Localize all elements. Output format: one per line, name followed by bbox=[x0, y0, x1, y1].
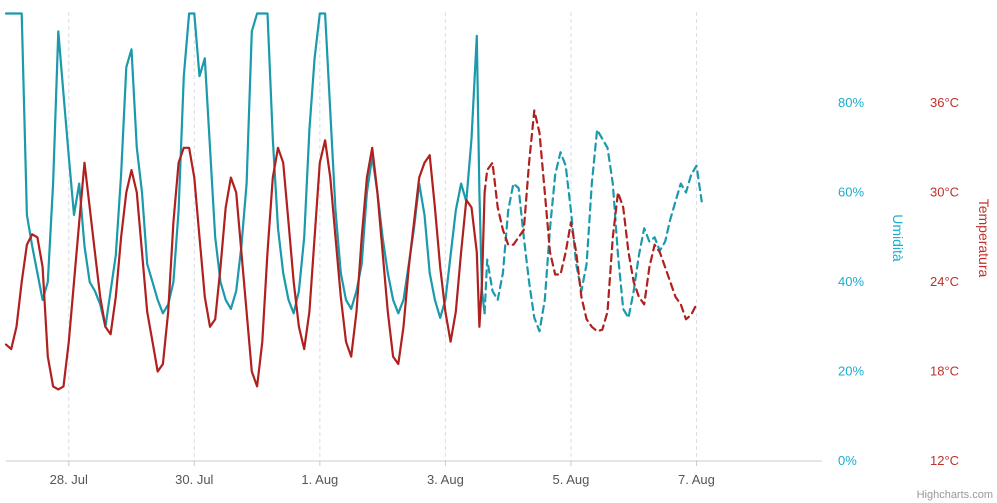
humidity-tick-label: 80% bbox=[838, 95, 864, 110]
x-tick-label: 1. Aug bbox=[301, 472, 338, 487]
credits-label[interactable]: Highcharts.com bbox=[917, 489, 993, 501]
x-tick-label: 28. Jul bbox=[50, 472, 88, 487]
humidity-series-solid-line[interactable] bbox=[4, 12, 486, 328]
humidity-tick-label: 40% bbox=[838, 274, 864, 289]
humidity-tick-label: 60% bbox=[838, 185, 864, 200]
humidity-tick-label: 0% bbox=[838, 453, 857, 468]
x-axis-ticks: 28. Jul 30. Jul 1. Aug 3. Aug 5. Aug 7. Aug bbox=[50, 461, 715, 487]
temperature-axis-title: Temperatura bbox=[976, 199, 992, 278]
x-gridlines bbox=[68, 12, 697, 461]
temperature-series-solid-line[interactable] bbox=[4, 139, 486, 391]
humidity-series-dash-line[interactable] bbox=[483, 128, 703, 333]
temperature-tick-label: 18°C bbox=[930, 364, 959, 379]
temperature-tick-label: 30°C bbox=[930, 185, 959, 200]
x-tick-label: 3. Aug bbox=[427, 472, 464, 487]
x-tick-label: 7. Aug bbox=[678, 472, 715, 487]
temperature-axis-ticks: 12°C 18°C 24°C 30°C 36°C bbox=[930, 95, 959, 468]
humidity-axis-ticks: 0% 20% 40% 60% 80% bbox=[838, 95, 864, 468]
x-tick-label: 30. Jul bbox=[175, 472, 213, 487]
x-tick-label: 5. Aug bbox=[552, 472, 589, 487]
humidity-tick-label: 20% bbox=[838, 364, 864, 379]
series-group bbox=[4, 12, 703, 391]
temperature-series-dash-line[interactable] bbox=[483, 109, 698, 333]
temperature-tick-label: 24°C bbox=[930, 274, 959, 289]
temperature-tick-label: 36°C bbox=[930, 95, 959, 110]
humidity-axis-title: Umidità bbox=[890, 214, 906, 262]
temperature-tick-label: 12°C bbox=[930, 453, 959, 468]
